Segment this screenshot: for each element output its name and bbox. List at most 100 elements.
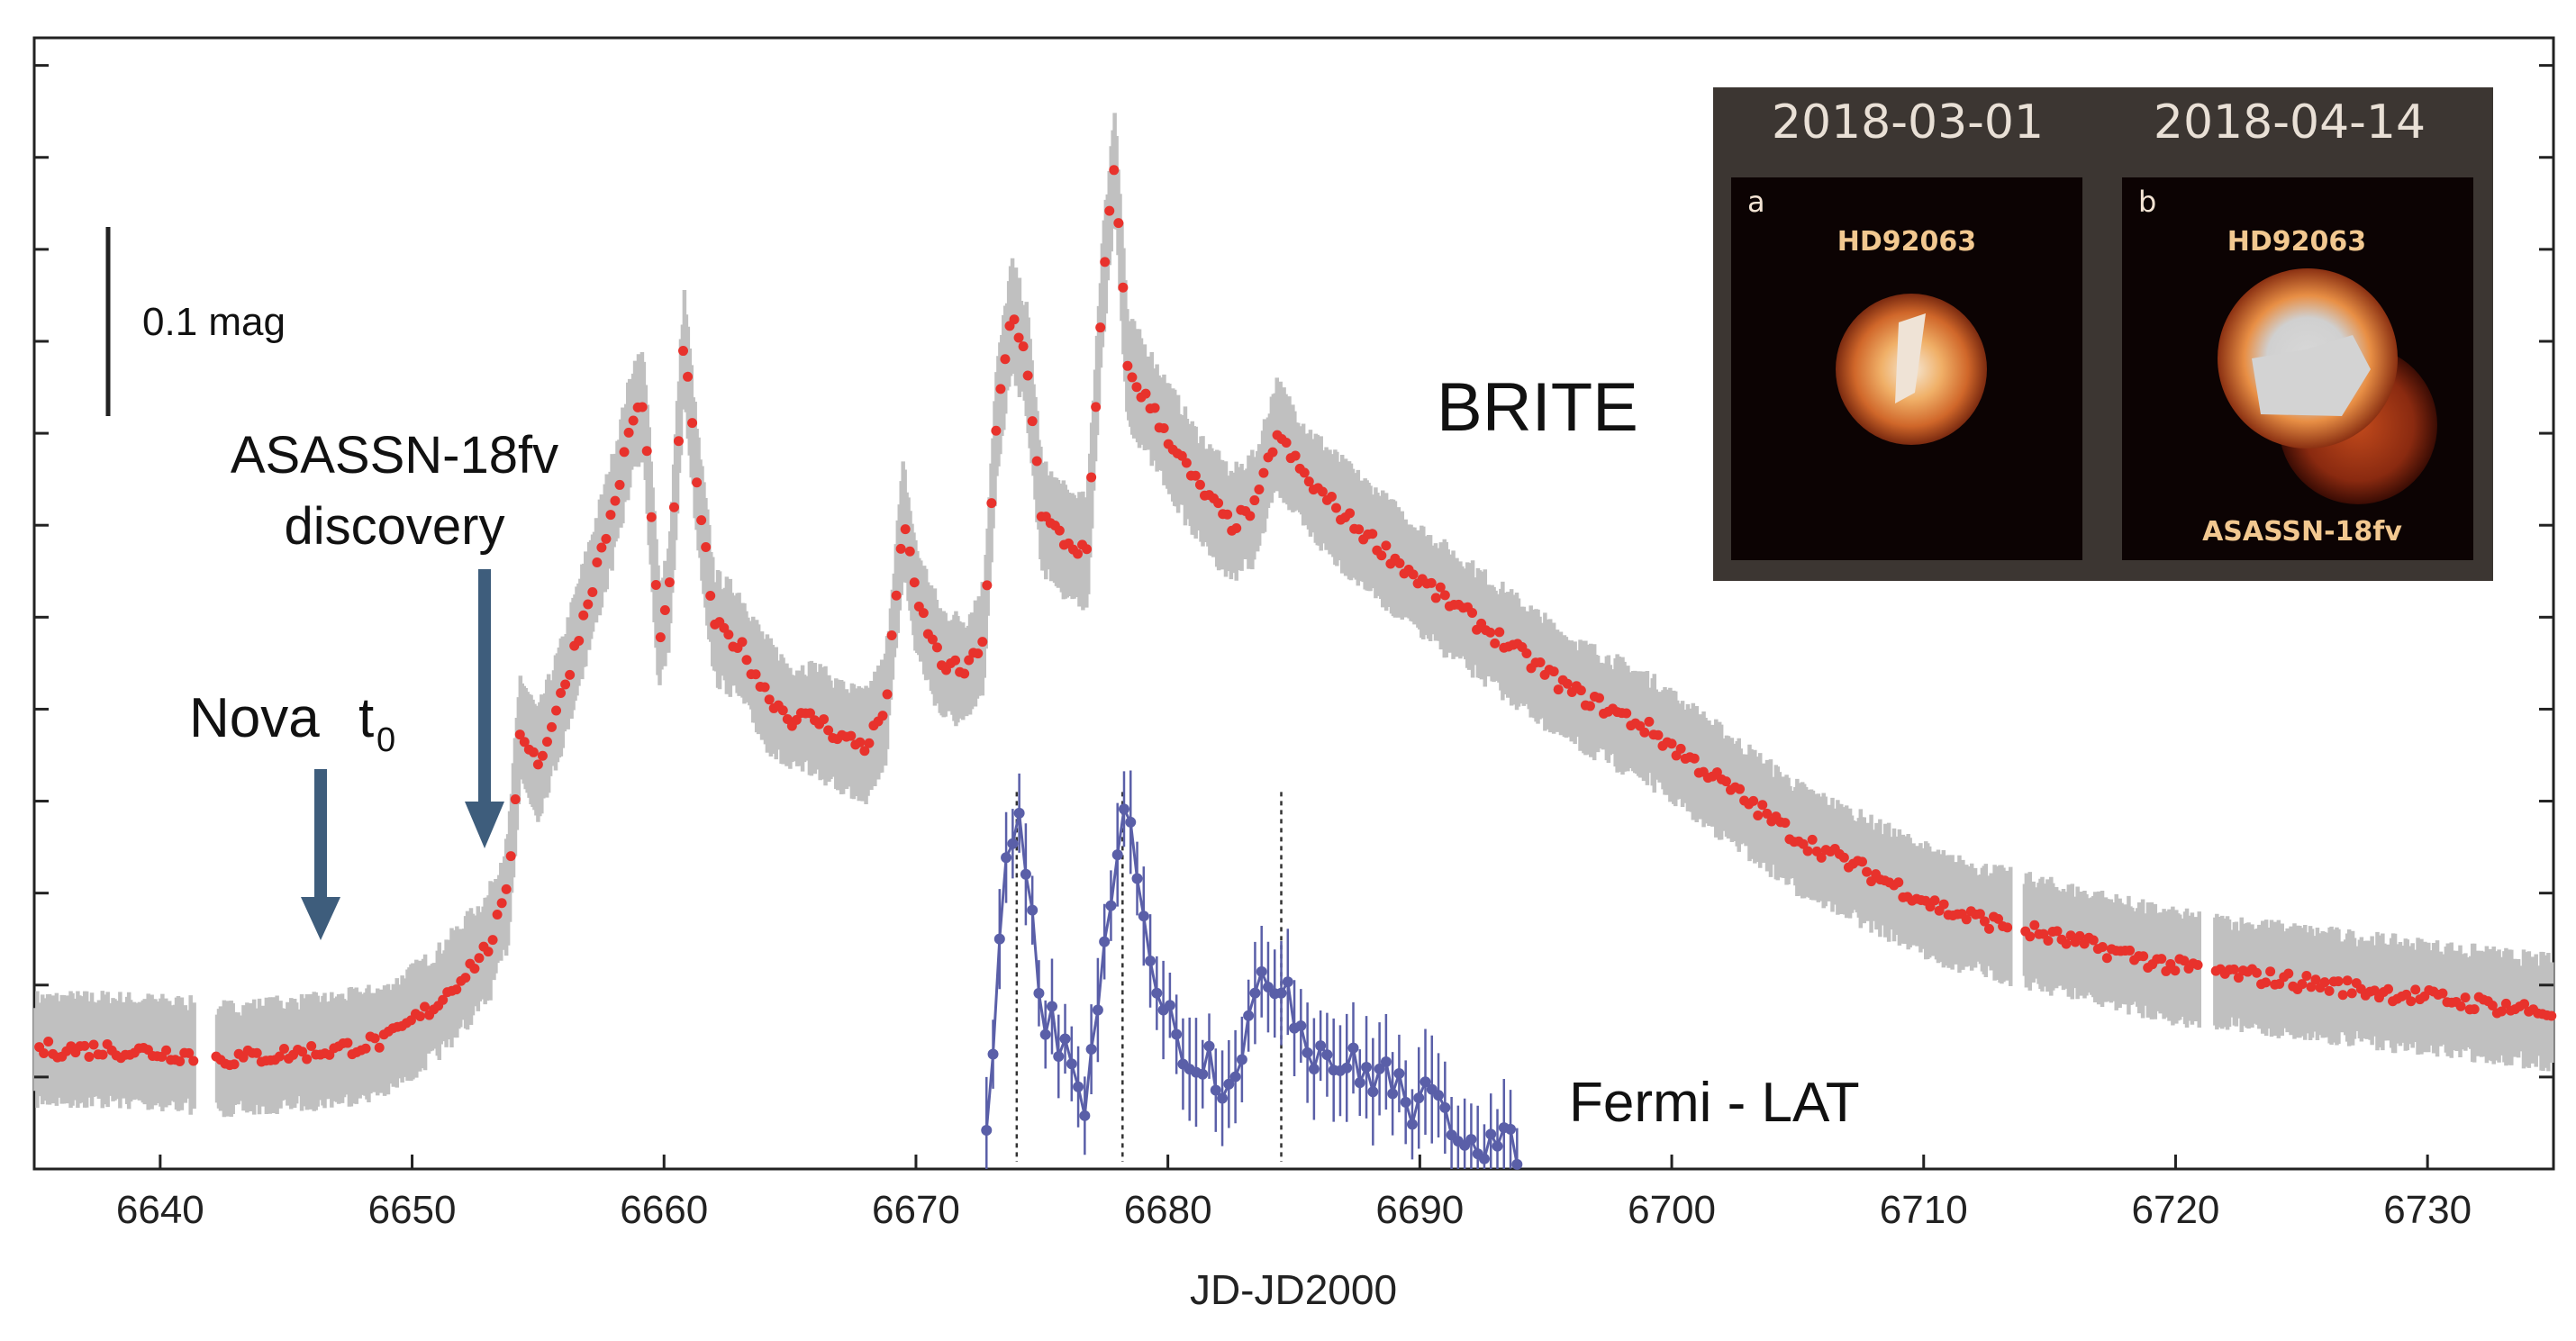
brite-point xyxy=(2546,1010,2557,1021)
fermi-point xyxy=(1249,987,1261,999)
brite-point xyxy=(1575,685,1586,696)
brite-point xyxy=(505,851,516,862)
brite-point xyxy=(1584,701,1595,711)
fermi-point xyxy=(1420,1076,1431,1088)
fermi-point xyxy=(1079,1110,1091,1121)
brite-point xyxy=(2283,968,2294,979)
brite-point xyxy=(496,898,507,909)
brite-point xyxy=(251,1047,262,1058)
brite-point xyxy=(692,477,703,488)
brite-point xyxy=(1104,205,1115,216)
brite-point xyxy=(1149,403,1160,413)
fermi-point xyxy=(1073,1081,1084,1092)
brite-point xyxy=(1562,678,1573,689)
brite-point xyxy=(804,708,815,719)
brite-point xyxy=(2179,956,2190,966)
fermi-point xyxy=(1354,1077,1365,1089)
brite-point xyxy=(302,1054,313,1065)
brite-point xyxy=(823,725,834,736)
brite-point xyxy=(161,1045,172,1056)
fermi-point xyxy=(1374,1063,1385,1074)
fermi-point xyxy=(1210,1084,1221,1096)
fermi-point xyxy=(1118,803,1129,815)
fermi-point xyxy=(1465,1134,1477,1146)
brite-point xyxy=(2519,999,2530,1010)
brite-point xyxy=(683,371,694,382)
brite-point xyxy=(415,1011,426,1022)
brite-point xyxy=(1394,557,1405,568)
brite-point xyxy=(528,747,539,757)
brite-point xyxy=(877,711,888,721)
brite-point xyxy=(882,689,893,700)
brite-point xyxy=(188,1056,199,1066)
panel-b-nova-label: ASASSN-18fv xyxy=(2202,516,2402,548)
brite-point xyxy=(1816,852,1827,863)
brite-point xyxy=(451,984,462,995)
fermi-point xyxy=(1197,1068,1209,1080)
brite-point xyxy=(1929,895,1940,906)
brite-point xyxy=(723,630,734,640)
brite-point xyxy=(1131,382,1142,393)
brite-point xyxy=(741,655,752,666)
x-tick-label: 6660 xyxy=(620,1188,708,1232)
brite-point xyxy=(1780,818,1791,829)
brite-point xyxy=(238,1052,249,1063)
brite-point xyxy=(1548,666,1559,677)
brite-point xyxy=(1426,577,1437,588)
brite-point xyxy=(891,590,902,601)
brite-point xyxy=(1100,257,1111,267)
brite-point xyxy=(2297,979,2308,990)
brite-point xyxy=(1735,784,1746,794)
fermi-point xyxy=(1125,816,1137,828)
brite-point xyxy=(1757,800,1768,811)
brite-point xyxy=(1303,476,1314,487)
brite-point xyxy=(750,669,761,680)
brite-point xyxy=(950,655,961,666)
brite-point xyxy=(655,632,666,643)
brite-point xyxy=(1009,314,1020,325)
brite-point xyxy=(886,630,897,640)
brite-point xyxy=(1535,657,1546,668)
brite-point xyxy=(1893,877,1904,888)
fermi-lat-series xyxy=(981,770,1523,1170)
x-tick-label: 6730 xyxy=(2383,1188,2472,1232)
brite-point xyxy=(2406,996,2417,1007)
discovery-label-line1: ASASSN-18fv xyxy=(231,426,558,485)
brite-point xyxy=(43,1037,54,1047)
brite-point xyxy=(2455,1001,2466,1011)
brite-point xyxy=(79,1040,90,1051)
brite-point xyxy=(501,883,512,894)
brite-point xyxy=(578,610,589,621)
brite-point xyxy=(184,1047,195,1058)
brite-point xyxy=(696,515,707,526)
fermi-point xyxy=(1413,1092,1425,1104)
brite-point xyxy=(1086,472,1097,483)
nova-arrow-head xyxy=(301,897,340,940)
brite-point xyxy=(1299,467,1310,478)
brite-point xyxy=(628,415,639,426)
fermi-point xyxy=(1295,1020,1307,1032)
x-tick-label: 6680 xyxy=(1124,1188,1212,1232)
fermi-point xyxy=(1092,1004,1103,1016)
brite-point xyxy=(646,512,657,522)
brite-label: BRITE xyxy=(1437,369,1638,446)
brite-point xyxy=(1753,811,1764,821)
x-tick-label: 6720 xyxy=(2132,1188,2220,1232)
fermi-point xyxy=(1275,987,1287,999)
brite-point xyxy=(859,746,870,757)
brite-point xyxy=(1213,498,1224,509)
brite-point xyxy=(587,587,598,598)
brite-point xyxy=(492,909,503,920)
fermi-point xyxy=(981,1124,993,1136)
fermi-point xyxy=(1027,904,1039,916)
brite-point xyxy=(1689,753,1700,764)
panel-b-saturated-core xyxy=(2252,335,2371,416)
brite-point xyxy=(605,510,616,521)
fermi-point xyxy=(1478,1153,1490,1164)
x-tick-label: 6650 xyxy=(368,1188,457,1232)
brite-point xyxy=(510,794,521,805)
brite-point xyxy=(1258,467,1269,478)
brite-point xyxy=(1222,509,1233,520)
brite-point xyxy=(438,994,449,1005)
